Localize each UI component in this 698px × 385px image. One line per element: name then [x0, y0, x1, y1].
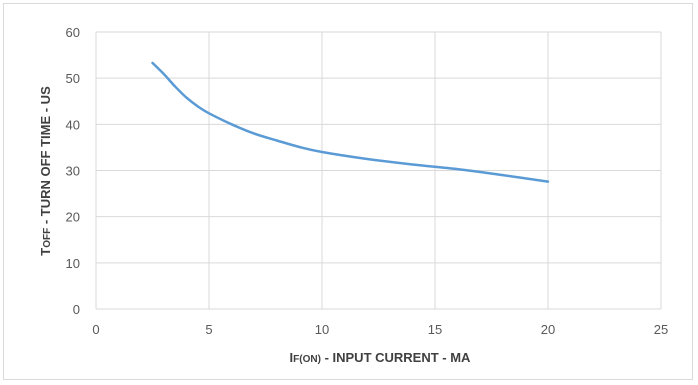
- y-tick-label: 20: [66, 210, 80, 225]
- series-group: [151, 61, 550, 183]
- y-tick-label: 60: [66, 25, 80, 40]
- y-tick-label: 0: [73, 302, 80, 317]
- y-tick-label: 50: [66, 71, 80, 86]
- x-axis-ticks: 0 5 10 15 20 25: [92, 322, 668, 337]
- y-tick-label: 40: [66, 117, 80, 132]
- x-tick-label: 15: [428, 322, 442, 337]
- y-axis-ticks: 0 10 20 30 40 50 60: [66, 25, 80, 317]
- chart-area: [3, 3, 693, 380]
- y-axis-title-main: T: [38, 248, 53, 256]
- x-axis-title-rest: - INPUT CURRENT - MA: [321, 350, 471, 365]
- x-axis-title-sub: F(ON): [293, 354, 321, 365]
- x-tick-label: 0: [92, 322, 99, 337]
- x-tick-label: 25: [654, 322, 668, 337]
- y-axis-title-rest: - TURN OFF TIME - US: [38, 86, 53, 228]
- x-axis-title-main: I: [290, 350, 294, 365]
- y-axis-title: TOFF - TURN OFF TIME - US: [38, 86, 53, 256]
- series-line: [151, 61, 550, 183]
- x-axis-title: IF(ON) - INPUT CURRENT - MA: [290, 350, 472, 365]
- x-tick-label: 5: [205, 322, 212, 337]
- x-tick-label: 10: [315, 322, 329, 337]
- y-axis-title-sub: OFF: [42, 228, 53, 248]
- y-tick-label: 10: [66, 256, 80, 271]
- horizontal-gridlines: [96, 31, 661, 310]
- x-tick-label: 20: [541, 322, 555, 337]
- y-tick-label: 30: [66, 164, 80, 179]
